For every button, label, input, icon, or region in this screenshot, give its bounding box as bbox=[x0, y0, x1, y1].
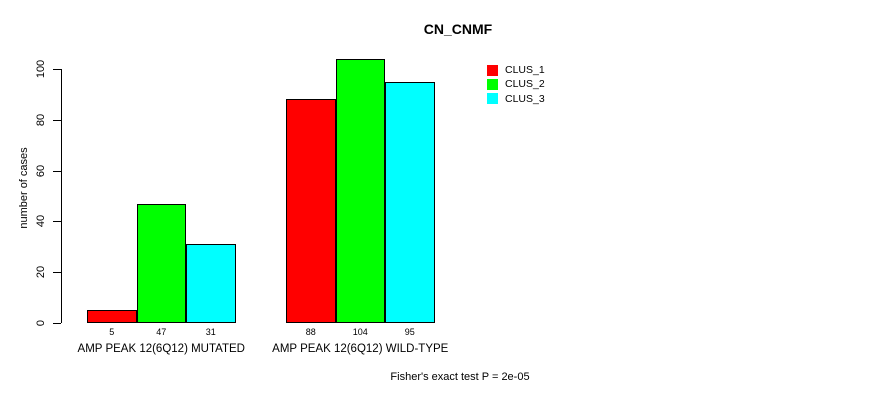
bar-count-label: 95 bbox=[404, 327, 415, 337]
y-tick-mark bbox=[53, 170, 61, 172]
chart-title: CN_CNMF bbox=[423, 21, 493, 37]
legend-item-clus_2: CLUS_2 bbox=[487, 77, 545, 91]
legend-label: CLUS_2 bbox=[505, 78, 545, 91]
legend-swatch-icon bbox=[487, 78, 498, 90]
bar-clus_1-group1 bbox=[87, 310, 137, 323]
bar-count-label: 104 bbox=[352, 327, 368, 337]
fisher-test-annotation: Fisher's exact test P = 2e-05 bbox=[390, 371, 530, 383]
legend-swatch-icon bbox=[487, 93, 498, 105]
bar-clus_2-group1 bbox=[136, 204, 186, 323]
category-label-group2: AMP PEAK 12(6Q12) WILD-TYPE bbox=[272, 343, 449, 355]
y-axis-label: number of cases bbox=[18, 147, 30, 229]
bar-count-label: 47 bbox=[156, 327, 167, 337]
legend-label: CLUS_1 bbox=[505, 64, 545, 77]
y-tick-label: 0 bbox=[35, 319, 47, 327]
y-tick-mark bbox=[53, 69, 61, 70]
y-tick-label: 20 bbox=[35, 266, 47, 279]
bar-clus_3-group1 bbox=[186, 244, 236, 323]
y-tick-label: 40 bbox=[35, 215, 47, 228]
legend-item-clus_1: CLUS_1 bbox=[487, 63, 545, 77]
y-axis-line bbox=[61, 69, 62, 323]
bar-count-label: 5 bbox=[109, 327, 115, 337]
y-tick-label: 60 bbox=[35, 164, 47, 177]
legend: CLUS_1 CLUS_2 CLUS_3 bbox=[487, 63, 545, 106]
bar-count-label: 88 bbox=[305, 327, 316, 337]
y-tick-mark bbox=[53, 272, 61, 274]
y-tick-mark bbox=[53, 323, 61, 324]
legend-item-clus_3: CLUS_3 bbox=[487, 92, 545, 106]
legend-label: CLUS_3 bbox=[505, 92, 545, 105]
y-tick-label: 80 bbox=[35, 113, 47, 126]
bar-clus_3-group2 bbox=[385, 82, 435, 323]
bar-clus_2-group2 bbox=[335, 59, 385, 323]
y-tick-mark bbox=[53, 221, 61, 223]
bar-count-label: 31 bbox=[205, 327, 216, 337]
y-tick-label: 100 bbox=[35, 59, 47, 79]
category-label-group1: AMP PEAK 12(6Q12) MUTATED bbox=[77, 343, 245, 355]
y-tick-mark bbox=[53, 119, 61, 121]
bar-clus_1-group2 bbox=[286, 99, 336, 323]
legend-swatch-icon bbox=[487, 64, 498, 76]
